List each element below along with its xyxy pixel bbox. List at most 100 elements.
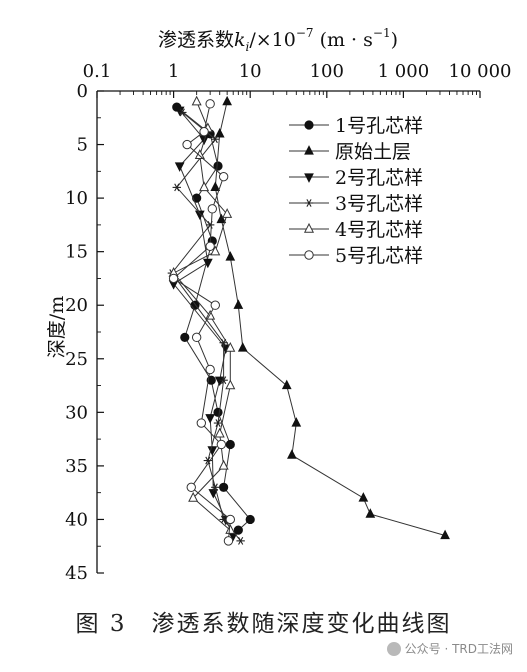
data-point <box>440 529 450 540</box>
x-title-unit-open: (m · s <box>314 29 373 51</box>
x-tick-label: 10 000 <box>449 61 512 82</box>
y-tick-label: 25 <box>65 349 88 370</box>
data-point <box>219 482 229 492</box>
legend-marker <box>304 199 314 207</box>
data-point <box>180 332 190 342</box>
data-point <box>208 489 219 499</box>
data-point <box>218 459 229 470</box>
axes: 0.1 1 10 100 1 000 10 000 0 5 10 15 20 25 30 35 40 45 <box>65 61 511 584</box>
x-title-unit-close: ) <box>391 29 398 51</box>
data-point <box>199 127 209 137</box>
data-point <box>207 204 217 214</box>
data-point <box>213 407 223 417</box>
x-title-k: k <box>234 29 246 51</box>
x-title-mid: /×10 <box>249 29 296 51</box>
data-point <box>213 161 223 171</box>
permeability-depth-chart: 渗透系数ki/×10−7 (m · s−1) 深度/m 0.1 1 10 10 0 1 0… <box>46 26 511 584</box>
legend-marker <box>304 145 314 155</box>
y-tick-label: 35 <box>65 456 88 477</box>
y-tick-label: 0 <box>77 81 88 102</box>
data-point <box>202 258 213 269</box>
y-tick-label: 45 <box>65 563 88 584</box>
data-point <box>205 414 216 424</box>
data-point <box>168 273 179 284</box>
y-tick-label: 10 <box>65 188 88 209</box>
data-point <box>211 135 220 144</box>
wechat-logo-icon <box>386 642 401 656</box>
data-point <box>191 95 202 106</box>
data-point <box>233 299 244 309</box>
x-title-unit-exp: −1 <box>373 26 391 40</box>
data-point <box>210 300 220 310</box>
data-point <box>186 482 196 493</box>
y-axis-title: 深度/m <box>46 296 68 358</box>
legend-label: 3号孔芯样 <box>335 193 423 215</box>
data-point <box>196 418 207 428</box>
legend-marker <box>304 250 314 260</box>
figure-caption: 图 3 渗透系数随深度变化曲线图 <box>75 611 452 637</box>
data-point <box>172 183 181 192</box>
data-point <box>223 536 234 546</box>
data-point <box>365 508 376 518</box>
y-tick-label: 20 <box>65 295 88 316</box>
x-tick-label: 1 <box>168 61 179 82</box>
series-line <box>171 112 241 542</box>
data-point <box>225 379 236 390</box>
data-point <box>213 419 223 427</box>
data-point <box>211 483 220 492</box>
watermark-text: 公众号 · TRD工法网 <box>404 642 513 656</box>
legend-label: 1号孔芯样 <box>335 115 423 137</box>
x-tick-label: 0.1 <box>83 61 112 82</box>
data-point <box>214 376 225 387</box>
data-point <box>178 108 187 117</box>
data-point <box>205 99 215 109</box>
data-point <box>218 171 229 182</box>
x-title-exp: −7 <box>296 26 314 40</box>
data-point <box>245 514 255 525</box>
series-4 <box>167 108 245 545</box>
y-tick-label: 15 <box>65 242 88 263</box>
data-point <box>214 427 225 438</box>
x-axis-title: 渗透系数ki/×10−7 (m · s−1) <box>158 26 398 54</box>
data-point <box>237 342 248 352</box>
x-title-prefix: 渗透系数 <box>158 29 234 51</box>
data-point <box>205 364 215 375</box>
legend-marker <box>304 120 314 130</box>
legend-label: 2号孔芯样 <box>335 167 423 189</box>
data-point <box>225 341 236 352</box>
x-tick-label: 1 000 <box>378 61 430 82</box>
legend-label: 原始土层 <box>335 141 411 163</box>
data-point <box>182 139 192 150</box>
data-point <box>210 181 221 192</box>
data-point <box>216 439 227 450</box>
data-point <box>210 245 221 256</box>
data-point <box>225 251 236 261</box>
x-title-i: i <box>246 40 250 54</box>
y-tick-label: 5 <box>77 135 88 156</box>
data-point <box>281 379 292 390</box>
data-point <box>236 536 245 545</box>
series-2 <box>210 95 450 540</box>
y-tick-label: 30 <box>65 402 88 423</box>
data-point <box>214 127 225 138</box>
series-3 <box>168 106 239 542</box>
series-5 <box>168 95 236 534</box>
data-point <box>199 181 210 192</box>
series-line <box>172 101 231 531</box>
data-point <box>225 524 236 534</box>
data-point <box>174 162 185 172</box>
legend-marker <box>304 173 314 183</box>
data-point <box>225 439 235 450</box>
data-point <box>188 491 199 502</box>
data-point <box>225 514 236 525</box>
x-tick-label: 10 <box>239 61 262 82</box>
data-point <box>191 332 202 343</box>
data-point <box>205 241 215 252</box>
legend-marker <box>303 222 315 233</box>
watermark: 公众号 · TRD工法网 <box>386 640 513 657</box>
legend-label: 4号孔芯样 <box>335 219 423 241</box>
legend-label: 5号孔芯样 <box>335 245 423 267</box>
data-point <box>222 208 233 218</box>
